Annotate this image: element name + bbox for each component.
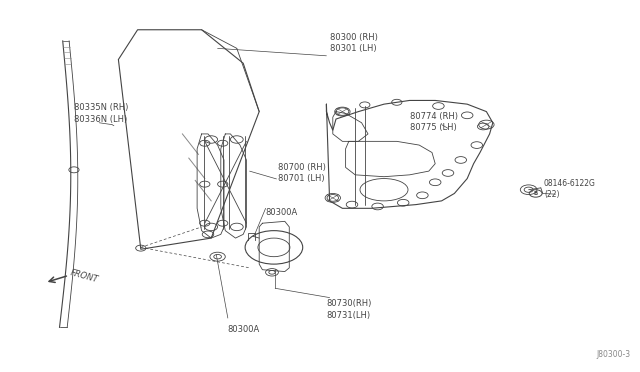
Text: 80700 (RH)
80701 (LH): 80700 (RH) 80701 (LH) [278, 163, 326, 183]
Text: J80300-3: J80300-3 [596, 350, 630, 359]
Text: 80730(RH)
80731(LH): 80730(RH) 80731(LH) [326, 299, 372, 320]
Text: 80300 (RH)
80301 (LH): 80300 (RH) 80301 (LH) [330, 33, 378, 53]
Text: 80300A: 80300A [266, 208, 298, 217]
Text: 80774 (RH)
80775 (LH): 80774 (RH) 80775 (LH) [410, 112, 458, 132]
Text: FRONT: FRONT [69, 268, 99, 284]
Text: 80335N (RH)
80336N (LH): 80335N (RH) 80336N (LH) [74, 103, 128, 124]
Text: B: B [534, 191, 538, 196]
Text: 08146-6122G
(22): 08146-6122G (22) [544, 179, 596, 199]
Text: 80300A: 80300A [227, 326, 259, 334]
